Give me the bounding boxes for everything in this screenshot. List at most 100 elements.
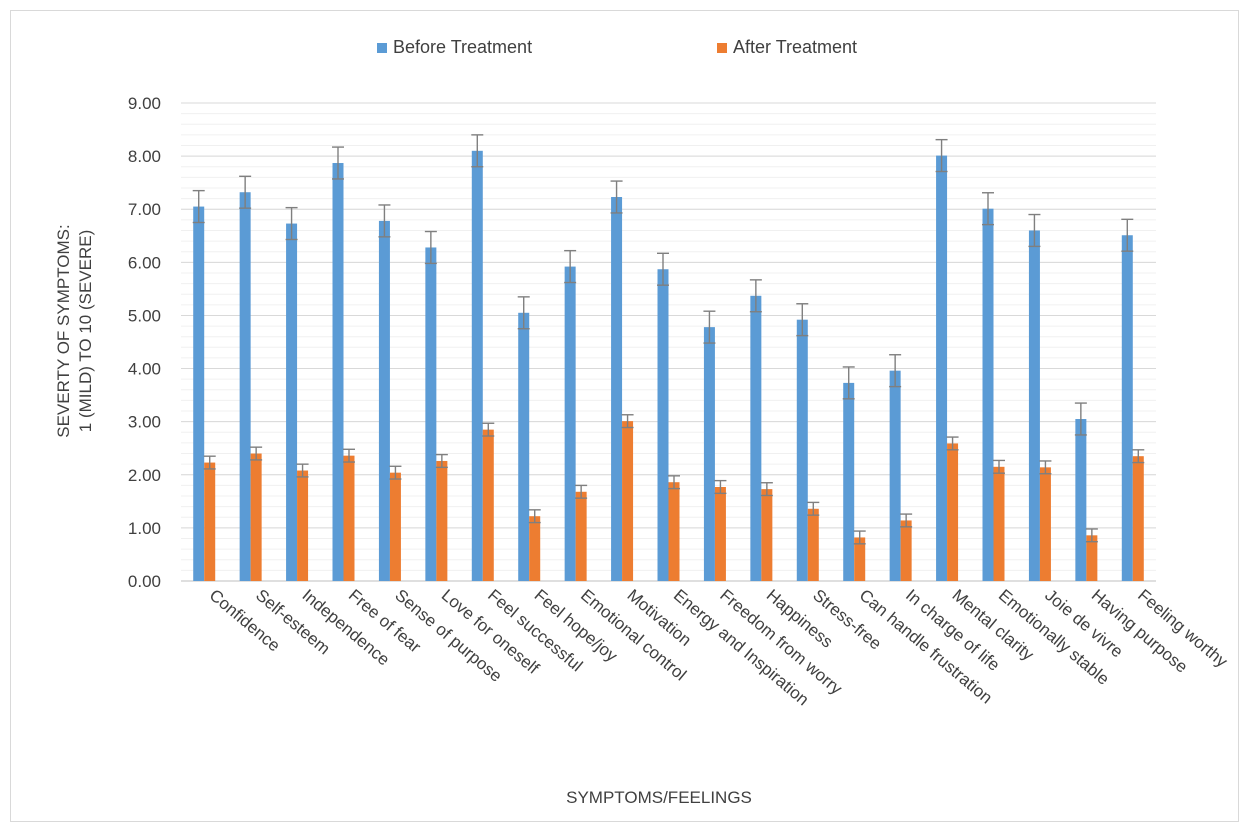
error-bar-before — [424, 230, 437, 265]
bar-before — [936, 155, 948, 581]
bar-chart: 0.00 1.00 2.00 3.00 4.00 5.00 6.00 7.00 8.00 9.00… — [54, 37, 1232, 807]
error-bar-before — [657, 252, 669, 286]
error-bar-after — [668, 475, 680, 490]
y-tick-label: 6.00 — [128, 253, 161, 272]
bar-before — [239, 192, 251, 581]
error-bar-after — [296, 463, 309, 478]
legend: Before Treatment After Treatment — [377, 37, 857, 57]
error-bar-before — [842, 366, 855, 400]
y-tick-label: 1.00 — [128, 519, 161, 538]
bar-before — [982, 208, 994, 582]
bar-before — [796, 319, 808, 581]
error-bar-after — [389, 465, 402, 480]
y-tick-label: 7.00 — [128, 200, 161, 219]
bar-after — [714, 486, 726, 581]
bar-after — [761, 489, 773, 581]
bar-after — [668, 482, 680, 581]
error-bar-after — [900, 513, 913, 528]
error-bar-after — [853, 530, 866, 545]
y-tick-label: 9.00 — [128, 94, 161, 113]
error-bar-after — [575, 484, 588, 499]
bar-before — [1075, 419, 1087, 581]
error-bar-before — [517, 296, 530, 330]
bar-before — [1028, 230, 1040, 581]
y-axis-ticks: 0.00 1.00 2.00 3.00 4.00 5.00 6.00 7.00 8.00 9.00 — [128, 94, 161, 591]
error-bar-before — [889, 354, 902, 388]
legend-swatch-after — [717, 43, 727, 53]
error-bar-before — [749, 279, 762, 313]
bar-after — [343, 455, 355, 581]
bars — [193, 150, 1144, 582]
bar-before — [703, 327, 715, 581]
error-bar-after — [714, 479, 727, 495]
bar-after — [807, 508, 819, 581]
bar-after — [436, 460, 448, 581]
y-axis-title-line-2: 1 (MILD) TO 10 (SEVERE) — [76, 230, 95, 432]
error-bar-after — [343, 448, 355, 463]
bar-before — [889, 370, 901, 581]
error-bar-after — [482, 422, 495, 437]
bar-after — [947, 443, 959, 581]
bar-after — [389, 472, 401, 581]
error-bars — [192, 134, 1145, 545]
bar-before — [611, 197, 623, 582]
error-bar-after — [250, 446, 263, 461]
bar-before — [425, 247, 437, 581]
bar-after — [1132, 456, 1144, 581]
bar-before — [518, 312, 530, 581]
bar-after — [1086, 535, 1098, 581]
error-bar-before — [1028, 213, 1041, 248]
error-bar-after — [435, 453, 448, 469]
error-bar-before — [239, 175, 252, 209]
x-axis-title: SYMPTOMS/FEELINGS — [566, 788, 752, 807]
error-bar-after — [203, 455, 216, 470]
error-bar-before — [982, 192, 994, 226]
bar-after — [1039, 467, 1051, 581]
bar-after — [482, 429, 494, 581]
error-bar-after — [1132, 449, 1145, 464]
error-bar-before — [796, 303, 809, 337]
bar-before — [471, 150, 483, 582]
error-bar-after — [1039, 460, 1052, 475]
bar-after — [250, 453, 262, 581]
error-bar-before — [610, 180, 623, 214]
bar-before — [378, 220, 390, 581]
error-bar-after — [807, 501, 820, 516]
y-tick-label: 3.00 — [128, 413, 161, 432]
bar-after — [297, 470, 309, 581]
error-bar-after — [760, 482, 773, 497]
bar-after — [993, 466, 1005, 581]
bar-after — [204, 462, 216, 581]
bar-after — [622, 421, 634, 581]
chart-frame: 0.00 1.00 2.00 3.00 4.00 5.00 6.00 7.00 8.00 9.00… — [10, 10, 1239, 822]
bar-after — [529, 516, 541, 581]
legend-swatch-before — [377, 43, 387, 53]
error-bar-after — [528, 509, 541, 524]
error-bar-before — [703, 310, 716, 344]
y-tick-label: 2.00 — [128, 466, 161, 485]
bar-before — [193, 206, 205, 582]
y-tick-label: 0.00 — [128, 572, 161, 591]
bar-before — [1121, 235, 1133, 581]
error-bar-before — [471, 134, 484, 168]
y-tick-label: 5.00 — [128, 306, 161, 325]
error-bar-before — [935, 138, 948, 173]
bar-before — [657, 269, 669, 581]
error-bar-before — [1121, 218, 1134, 252]
bar-after — [900, 520, 912, 581]
y-tick-label: 8.00 — [128, 147, 161, 166]
bar-after — [854, 537, 866, 581]
bar-before — [564, 266, 576, 581]
error-bar-after — [946, 436, 959, 451]
error-bar-before — [332, 146, 344, 180]
error-bar-before — [192, 189, 205, 224]
legend-label-after: After Treatment — [733, 37, 857, 57]
y-axis-title-line-1: SEVERTY OF SYMPTOMS: — [54, 224, 73, 438]
error-bar-after — [621, 414, 634, 429]
bar-before — [332, 163, 344, 581]
error-bar-before — [378, 204, 391, 238]
bar-before — [843, 382, 855, 581]
error-bar-after — [1085, 528, 1098, 543]
error-bar-after — [993, 459, 1005, 474]
